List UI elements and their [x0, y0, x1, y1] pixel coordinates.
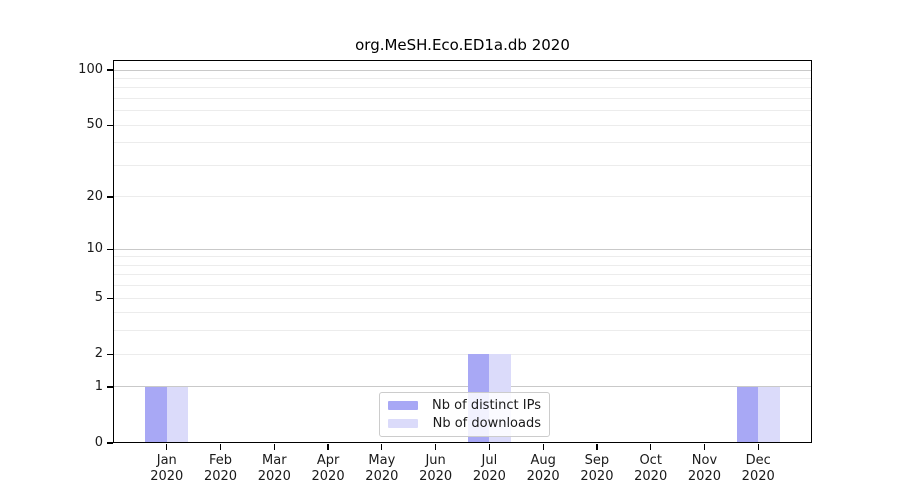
bar-distinct-ips-dec	[736, 386, 759, 443]
x-tick-label: Jul 2020	[472, 453, 506, 484]
y-tick-label: 50	[86, 117, 103, 133]
x-tick-mark	[219, 444, 222, 450]
x-tick-label: Apr 2020	[311, 453, 345, 484]
y-tick-label: 5	[94, 290, 103, 306]
x-tick-mark	[381, 444, 383, 450]
x-tick-mark	[166, 444, 168, 450]
y-tick-mark	[107, 353, 113, 355]
y-tick-label: 0	[94, 435, 103, 450]
gridline-minor	[113, 77, 812, 79]
gridline-minor	[113, 97, 812, 99]
x-tick-label: Jun 2020	[419, 453, 453, 484]
x-tick-mark	[650, 444, 652, 450]
bar-downloads-dec	[758, 386, 780, 443]
gridline-minor	[113, 256, 812, 258]
chart-legend: Nb of distinct IPs Nb of downloads	[379, 392, 550, 437]
bar-distinct-ips-jan	[145, 386, 167, 443]
y-tick-label: 100	[78, 62, 103, 77]
gridline-minor	[113, 142, 812, 144]
x-tick-label: Dec 2020	[741, 453, 775, 484]
y-tick-mark	[107, 248, 113, 250]
gridline-minor	[113, 353, 812, 355]
gridline-minor	[113, 285, 812, 287]
y-tick-label: 10	[86, 241, 103, 257]
x-tick-mark	[596, 444, 598, 450]
x-tick-label: Nov 2020	[687, 453, 721, 484]
gridline-minor	[113, 274, 812, 276]
gridline-minor	[113, 87, 812, 89]
x-tick-label: May 2020	[365, 453, 399, 484]
gridline-minor	[113, 330, 812, 332]
gridline-minor	[113, 164, 812, 166]
x-tick-mark	[757, 444, 759, 450]
y-tick-mark	[107, 442, 113, 444]
gridline-minor	[113, 110, 812, 112]
gridline-major	[113, 386, 812, 388]
legend-label-distinct-ips: Nb of distinct IPs	[432, 398, 541, 413]
legend-label-downloads: Nb of downloads	[432, 416, 541, 431]
y-tick-label: 20	[86, 188, 103, 204]
gridline-major	[113, 69, 812, 71]
gridline-major	[113, 248, 812, 250]
x-tick-mark	[273, 444, 275, 450]
x-tick-label: Oct 2020	[634, 453, 668, 484]
y-tick-mark	[107, 124, 113, 126]
x-tick-label: Feb 2020	[203, 453, 238, 484]
x-tick-mark	[327, 444, 329, 450]
x-tick-label: Aug 2020	[526, 453, 560, 484]
bar-downloads-jan	[166, 386, 189, 443]
x-tick-label: Sep 2020	[580, 453, 614, 484]
x-tick-mark	[703, 444, 706, 450]
legend-item-distinct-ips: Nb of distinct IPs	[388, 398, 541, 413]
x-tick-mark	[542, 444, 544, 450]
y-tick-mark	[107, 196, 113, 198]
x-tick-mark	[435, 444, 437, 450]
y-tick-label: 2	[94, 346, 103, 362]
x-tick-label: Mar 2020	[257, 453, 291, 484]
y-tick-mark	[107, 297, 113, 299]
gridline-minor	[113, 312, 812, 314]
x-tick-mark	[488, 444, 490, 450]
y-tick-mark	[107, 386, 113, 388]
gridline-minor	[113, 297, 812, 299]
gridline-minor	[113, 264, 812, 266]
legend-swatch-downloads	[388, 419, 418, 428]
chart-title: org.MeSH.Eco.ED1a.db 2020	[355, 36, 570, 54]
legend-swatch-distinct-ips	[388, 401, 418, 410]
legend-item-downloads: Nb of downloads	[388, 416, 541, 431]
y-tick-mark	[107, 69, 113, 71]
gridline-minor	[113, 196, 812, 198]
x-tick-label: Jan 2020	[150, 453, 184, 484]
gridline-minor	[113, 124, 812, 126]
y-tick-label: 1	[94, 378, 103, 394]
